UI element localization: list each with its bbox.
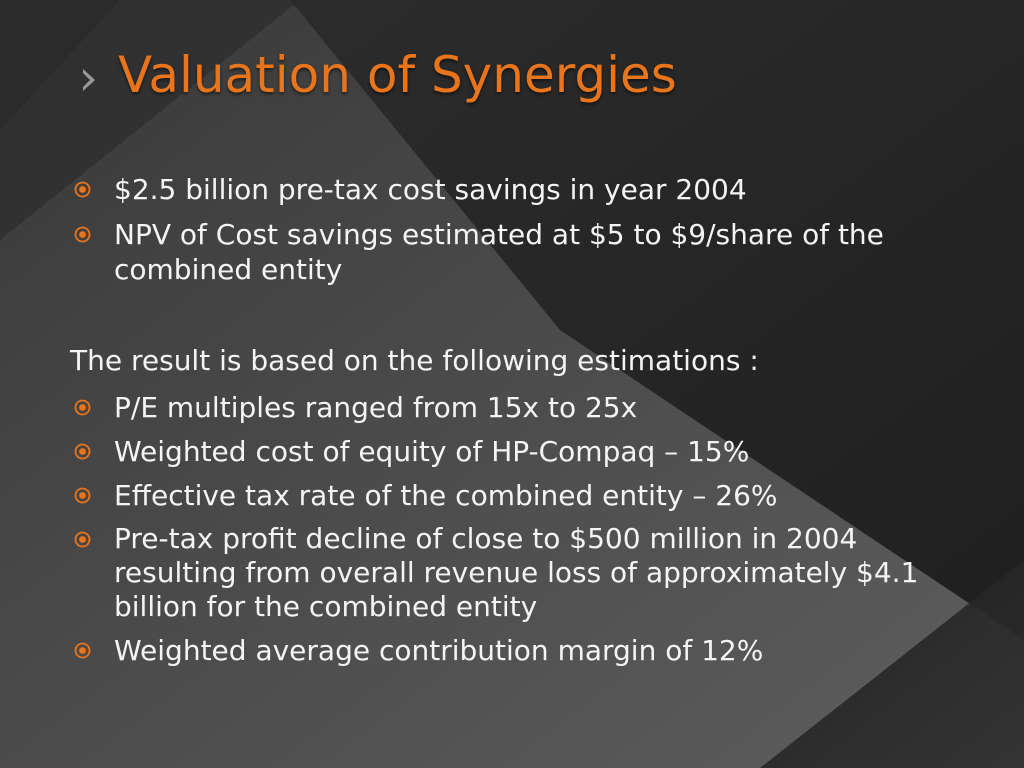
bullet-text: Weighted cost of equity of HP-Compaq – 1… (114, 435, 750, 468)
bullet-text: NPV of Cost savings estimated at $5 to $… (114, 218, 884, 286)
list-item: Weighted cost of equity of HP-Compaq – 1… (70, 434, 970, 469)
chevron-right-icon (83, 69, 95, 91)
circled-dot-icon (74, 443, 91, 460)
intro-bullet-list: $2.5 billion pre-tax cost savings in yea… (70, 172, 970, 297)
bullet-text: Weighted average contribution margin of … (114, 634, 764, 667)
circled-dot-icon (74, 399, 91, 416)
circled-dot-icon (74, 531, 91, 548)
list-item: NPV of Cost savings estimated at $5 to $… (70, 217, 970, 287)
circled-dot-icon (74, 487, 91, 504)
list-item: $2.5 billion pre-tax cost savings in yea… (70, 172, 970, 207)
estimation-bullet-list: P/E multiples ranged from 15x to 25x Wei… (70, 390, 970, 677)
estimations-lead-text: The result is based on the following est… (70, 344, 759, 377)
bullet-text: P/E multiples ranged from 15x to 25x (114, 391, 638, 424)
list-item: Effective tax rate of the combined entit… (70, 478, 970, 513)
list-item: P/E multiples ranged from 15x to 25x (70, 390, 970, 425)
circled-dot-icon (74, 226, 91, 243)
bullet-text: Pre-tax profit decline of close to $500 … (114, 522, 919, 623)
circled-dot-icon (74, 181, 91, 198)
slide-title: Valuation of Synergies (118, 46, 677, 104)
bullet-text: Effective tax rate of the combined entit… (114, 479, 778, 512)
circled-dot-icon (74, 642, 91, 659)
list-item: Pre-tax profit decline of close to $500 … (70, 522, 970, 624)
bullet-text: $2.5 billion pre-tax cost savings in yea… (114, 173, 747, 206)
list-item: Weighted average contribution margin of … (70, 633, 970, 668)
